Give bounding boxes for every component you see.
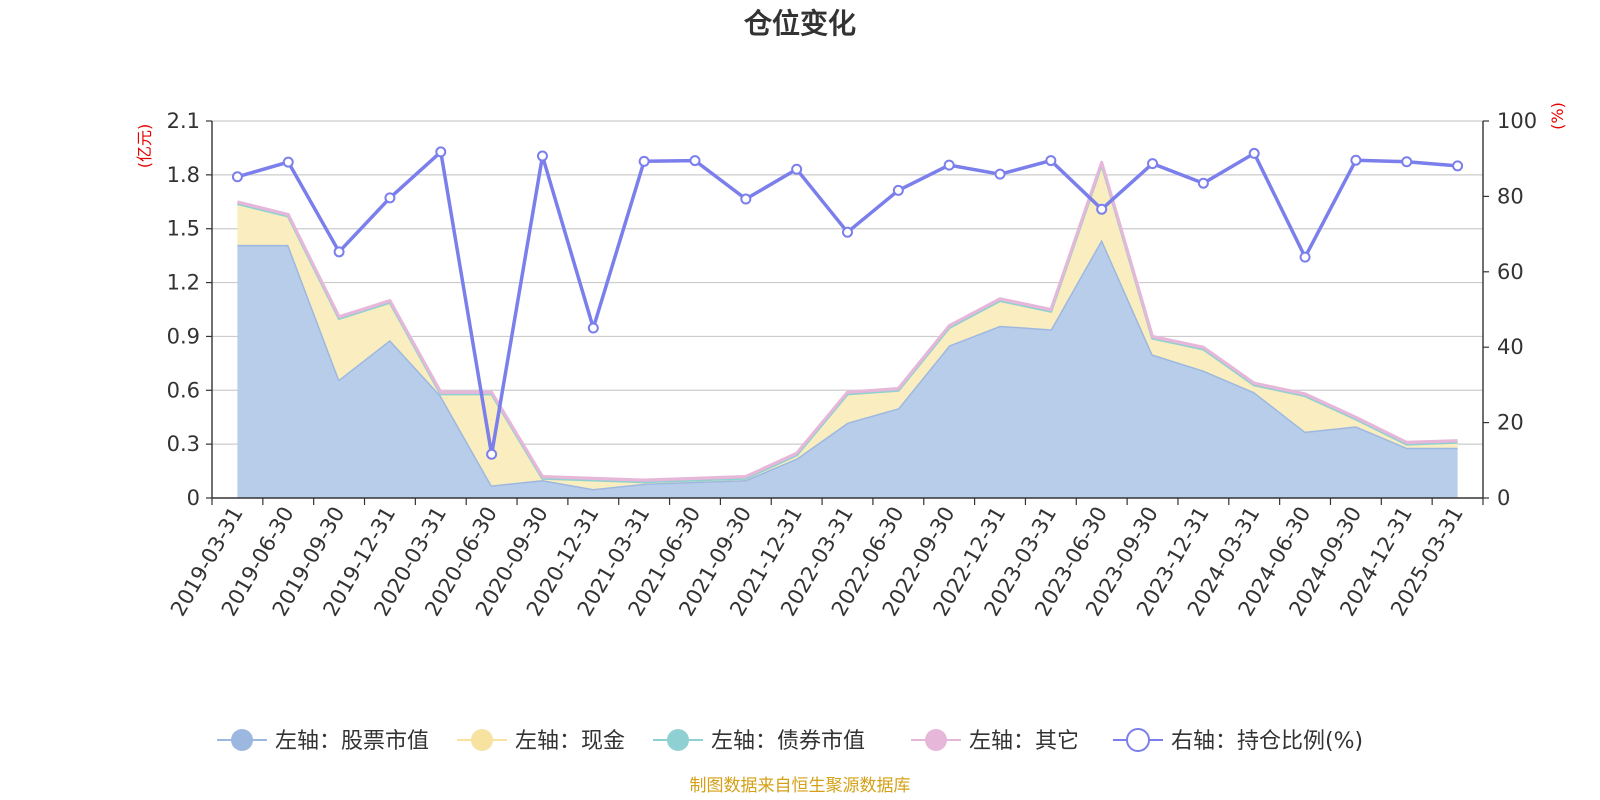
right-tick-label: 60 xyxy=(1497,260,1524,284)
ratio-point xyxy=(231,171,243,183)
right-tick-label: 100 xyxy=(1497,109,1537,133)
left-tick-label: 2.1 xyxy=(167,109,200,133)
left-tick-label: 0.3 xyxy=(167,432,200,456)
legend-label: 左轴：现金 xyxy=(515,729,625,754)
ratio-point xyxy=(536,150,548,162)
ratio-point xyxy=(1299,251,1311,263)
legend-label: 左轴：股票市值 xyxy=(275,729,429,754)
ratio-line xyxy=(231,146,1464,460)
legend-marker xyxy=(925,729,947,751)
ratio-point xyxy=(943,159,955,171)
ratio-point xyxy=(1197,177,1209,189)
ratio-point xyxy=(689,155,701,167)
left-tick-label: 1.2 xyxy=(167,271,200,295)
x-tick-labels: 2019-03-312019-06-302019-09-302019-12-31… xyxy=(166,502,1468,620)
legend-item[interactable]: 左轴：债券市值 xyxy=(653,729,865,754)
ratio-point xyxy=(791,163,803,175)
ratio-point xyxy=(994,168,1006,180)
ratio-point xyxy=(1452,160,1464,172)
right-axis-unit: (%) xyxy=(1548,102,1567,130)
ratio-point xyxy=(1045,155,1057,167)
left-axis-unit: (亿元) xyxy=(135,124,154,169)
legend-item[interactable]: 左轴：现金 xyxy=(457,729,625,754)
ratio-point xyxy=(1248,147,1260,159)
ratio-point xyxy=(587,322,599,334)
left-tick-label: 0.9 xyxy=(167,324,200,348)
left-tick-label: 1.5 xyxy=(167,217,200,241)
right-tick-label: 80 xyxy=(1497,184,1524,208)
right-tick-label: 0 xyxy=(1497,486,1510,510)
ratio-point xyxy=(842,226,853,238)
legend-item[interactable]: 右轴：持仓比例(%) xyxy=(1113,728,1363,754)
legend-marker xyxy=(1126,728,1150,752)
ratio-point xyxy=(1350,154,1362,166)
legend-item[interactable]: 左轴：其它 xyxy=(911,729,1079,754)
stacked-areas xyxy=(237,160,1458,498)
source-note: 制图数据来自恒生聚源数据库 xyxy=(690,776,911,796)
legend-marker xyxy=(231,729,253,751)
legend-label: 左轴：其它 xyxy=(969,729,1079,754)
right-tick-label: 20 xyxy=(1497,411,1524,435)
legend-label: 左轴：债券市值 xyxy=(711,729,865,754)
legend-marker xyxy=(471,729,493,751)
left-tick-label: 0.6 xyxy=(167,378,200,402)
legend-marker xyxy=(667,729,689,751)
ratio-point xyxy=(333,246,345,258)
axes: 0 0.3 0.6 0.9 1.2 1.5 1.8 2.1 0 20 40 60 80 100 xyxy=(167,109,1538,510)
ratio-point xyxy=(282,156,294,168)
ratio-point xyxy=(892,184,904,196)
left-tick-label: 0 xyxy=(187,486,200,510)
area-line-左轴：其它 xyxy=(237,160,1458,482)
ratio-point xyxy=(1401,156,1413,168)
ratio-point xyxy=(638,155,650,167)
area-左轴：股票市值 xyxy=(237,239,1458,498)
left-tick-label: 1.8 xyxy=(167,163,200,187)
legend-label: 右轴：持仓比例(%) xyxy=(1171,729,1363,754)
legend: 左轴：股票市值 左轴：现金 左轴：债券市值 左轴：其它 右轴：持仓比例(%) xyxy=(217,728,1363,754)
ratio-point xyxy=(384,192,396,204)
ratio-point xyxy=(1096,203,1108,215)
right-tick-label: 40 xyxy=(1497,335,1524,359)
ratio-point xyxy=(486,448,498,460)
chart-title: 仓位变化 xyxy=(744,7,856,40)
ratio-point xyxy=(435,146,447,158)
ratio-point xyxy=(740,193,752,205)
legend-item[interactable]: 左轴：股票市值 xyxy=(217,729,429,754)
ratio-point xyxy=(1147,158,1159,170)
